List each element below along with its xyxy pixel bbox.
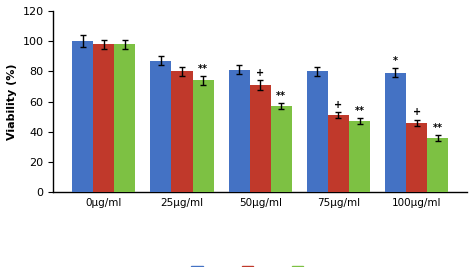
Bar [406, 123, 427, 192]
Text: +: + [334, 100, 342, 110]
Bar [93, 44, 114, 192]
Text: +: + [256, 68, 264, 78]
Bar [192, 80, 214, 192]
Text: **: ** [276, 91, 286, 101]
Bar [150, 61, 172, 192]
Text: **: ** [433, 123, 443, 132]
Text: **: ** [198, 64, 208, 74]
Bar [349, 121, 370, 192]
Bar [172, 71, 192, 192]
Text: *: * [393, 56, 398, 66]
Text: +: + [412, 107, 420, 117]
Bar [114, 44, 136, 192]
Bar [427, 138, 448, 192]
Legend: 24h, 48h, 72h: 24h, 48h, 72h [187, 262, 333, 267]
Bar [250, 85, 271, 192]
Bar [271, 106, 292, 192]
Y-axis label: Viability (%): Viability (%) [7, 63, 17, 140]
Bar [328, 115, 349, 192]
Bar [385, 73, 406, 192]
Bar [72, 41, 93, 192]
Text: **: ** [355, 106, 365, 116]
Bar [307, 71, 328, 192]
Bar [228, 70, 250, 192]
